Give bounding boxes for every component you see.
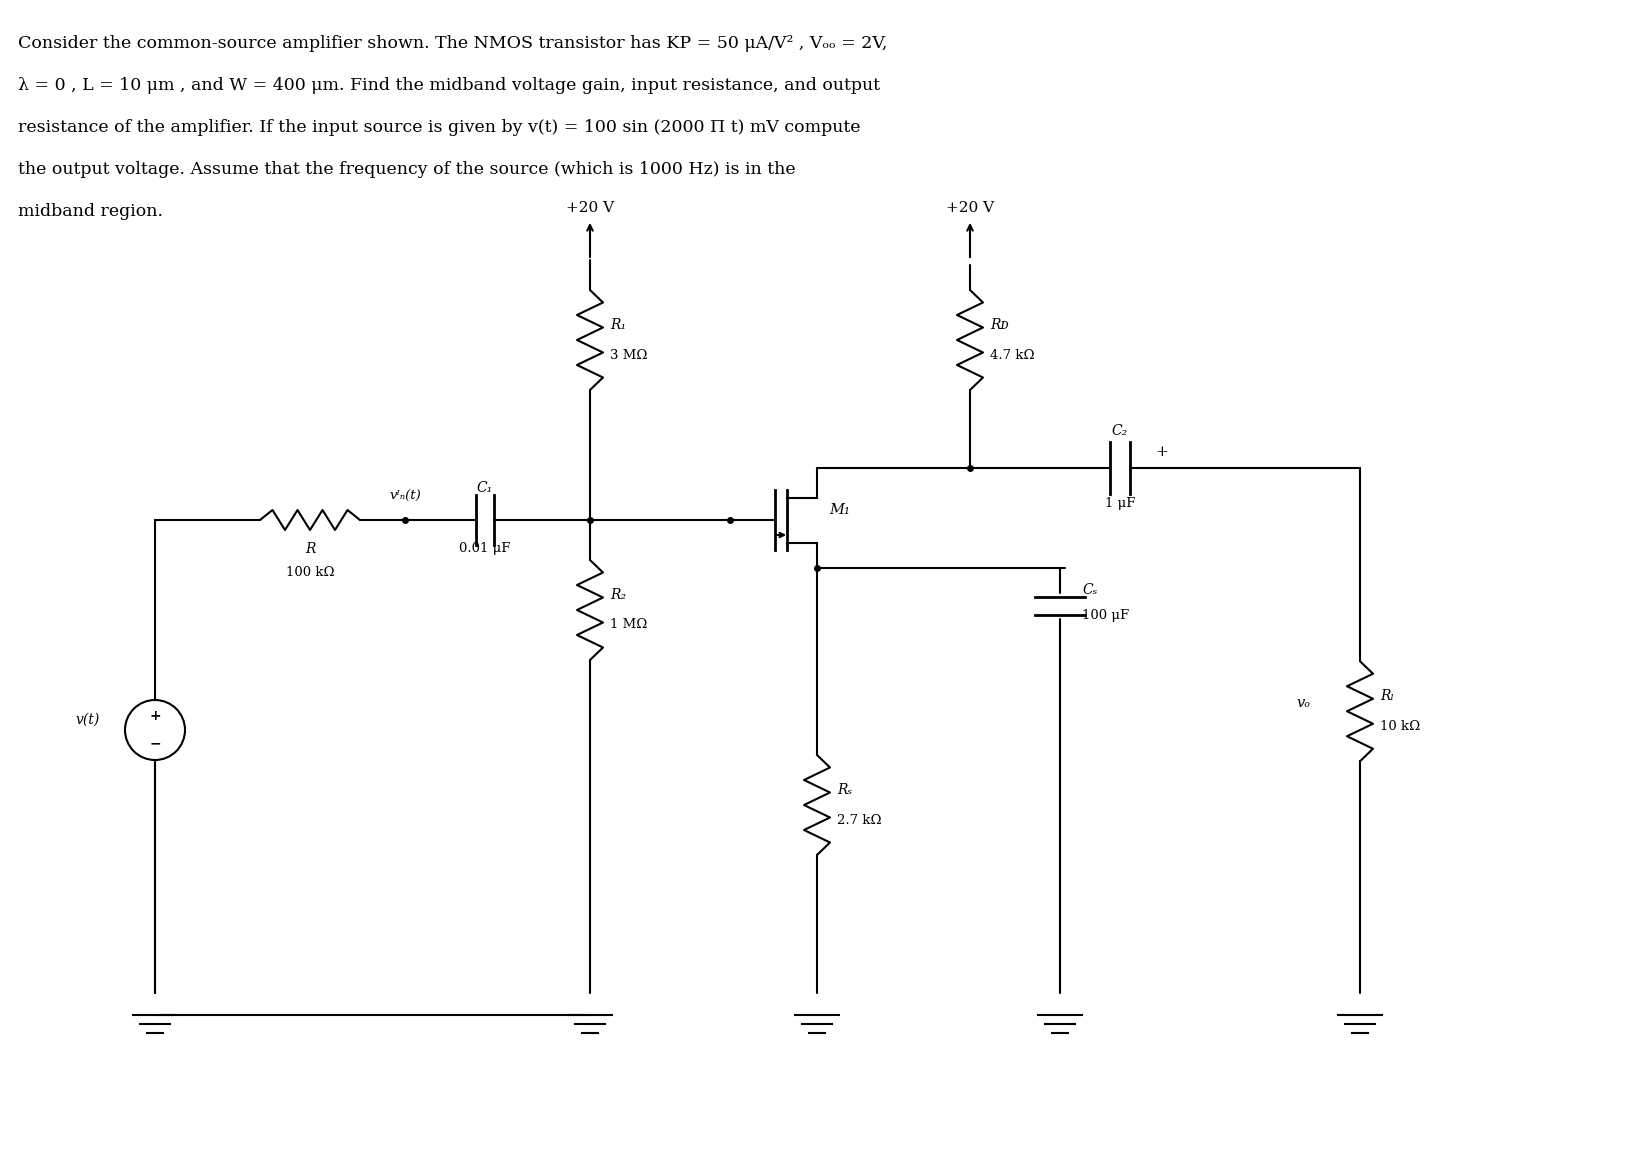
Text: +20 V: +20 V bbox=[946, 201, 993, 215]
Text: −: − bbox=[149, 736, 160, 751]
Text: 1 μF: 1 μF bbox=[1105, 498, 1136, 511]
Text: Consider the common-source amplifier shown. The NMOS transistor has KP = 50 μA/V: Consider the common-source amplifier sho… bbox=[18, 34, 887, 52]
Text: λ = 0 , L = 10 μm , and W = 400 μm. Find the midband voltage gain, input resista: λ = 0 , L = 10 μm , and W = 400 μm. Find… bbox=[18, 77, 881, 94]
Text: v(t): v(t) bbox=[75, 713, 100, 727]
Text: +: + bbox=[1155, 445, 1168, 460]
Text: C₁: C₁ bbox=[477, 481, 493, 494]
Text: C₂: C₂ bbox=[1111, 423, 1127, 437]
Text: Rₛ: Rₛ bbox=[837, 783, 851, 797]
Text: 1 MΩ: 1 MΩ bbox=[609, 619, 647, 631]
Text: +: + bbox=[149, 710, 160, 723]
Text: midband region.: midband region. bbox=[18, 204, 163, 220]
Text: 2.7 kΩ: 2.7 kΩ bbox=[837, 813, 881, 827]
Text: +20 V: +20 V bbox=[565, 201, 614, 215]
Text: Cₛ: Cₛ bbox=[1082, 583, 1098, 597]
Text: 3 MΩ: 3 MΩ bbox=[609, 348, 647, 361]
Text: resistance of the amplifier. If the input source is given by v(t) = 100 sin (200: resistance of the amplifier. If the inpu… bbox=[18, 118, 861, 136]
Text: R: R bbox=[306, 542, 315, 555]
Text: R₁: R₁ bbox=[609, 319, 626, 332]
Text: R₂: R₂ bbox=[609, 588, 626, 601]
Text: 10 kΩ: 10 kΩ bbox=[1381, 720, 1420, 733]
Text: Rᴅ: Rᴅ bbox=[990, 319, 1008, 332]
Text: vᴵₙ(t): vᴵₙ(t) bbox=[389, 490, 422, 503]
Text: 4.7 kΩ: 4.7 kΩ bbox=[990, 348, 1034, 361]
Text: Rₗ: Rₗ bbox=[1381, 689, 1394, 704]
Text: vₒ: vₒ bbox=[1296, 696, 1310, 711]
Text: 0.01 μF: 0.01 μF bbox=[459, 542, 511, 555]
Text: M₁: M₁ bbox=[828, 503, 850, 518]
Text: 100 μF: 100 μF bbox=[1082, 610, 1129, 622]
Text: 100 kΩ: 100 kΩ bbox=[286, 566, 335, 578]
Text: the output voltage. Assume that the frequency of the source (which is 1000 Hz) i: the output voltage. Assume that the freq… bbox=[18, 161, 796, 178]
